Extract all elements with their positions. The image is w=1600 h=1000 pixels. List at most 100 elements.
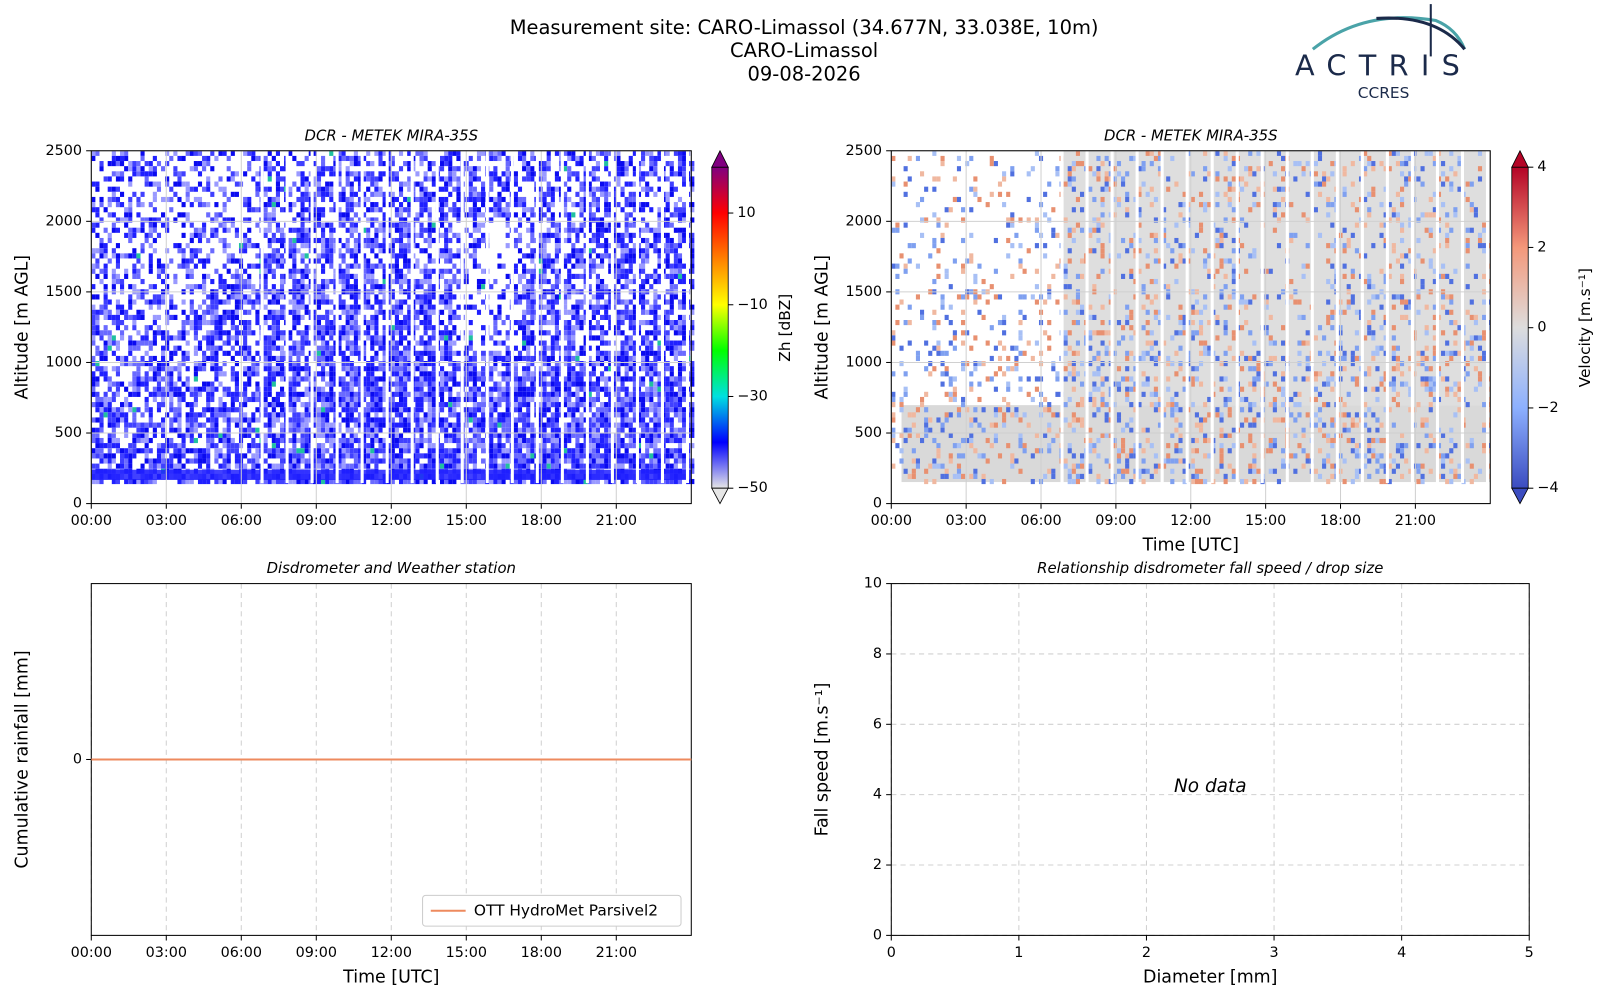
radar-pixel xyxy=(103,330,108,336)
radar-pixel xyxy=(255,309,260,315)
radar-pixel xyxy=(567,330,572,336)
radar-pixel xyxy=(210,309,215,315)
radar-pixel xyxy=(263,155,268,162)
radar-pixel xyxy=(382,217,387,223)
radar-pixel xyxy=(173,217,178,223)
radar-pixel xyxy=(374,186,379,192)
radar-pixel xyxy=(206,402,211,408)
radar-pixel xyxy=(226,299,231,305)
radar-pixel xyxy=(136,309,141,315)
radar-pixel xyxy=(370,453,375,459)
radar-pixel xyxy=(128,181,133,187)
radar-pixel xyxy=(234,458,239,464)
radar-pixel xyxy=(325,417,330,423)
radar-pixel xyxy=(111,161,116,167)
radar-pixel xyxy=(325,478,330,485)
radar-pixel xyxy=(398,181,404,187)
radar-pixel xyxy=(423,304,428,310)
radar-pixel xyxy=(542,350,547,356)
radar-pixel xyxy=(226,417,231,423)
radar-pixel xyxy=(325,432,330,438)
radar-pixel xyxy=(493,443,498,449)
radar-pixel xyxy=(115,309,120,315)
radar-pixel xyxy=(115,278,120,285)
radar-pixel xyxy=(337,458,342,464)
radar-pixel xyxy=(197,258,203,264)
radar-pixel xyxy=(271,407,276,413)
radar-pixel xyxy=(550,345,555,351)
radar-pixel xyxy=(321,355,326,362)
radar-pixel xyxy=(210,320,215,326)
radar-pixel xyxy=(431,448,436,454)
radar-pixel xyxy=(366,427,371,433)
radar-pixel xyxy=(275,391,280,397)
radar-pixel xyxy=(362,437,367,444)
radar-pixel xyxy=(304,371,309,377)
radar-pixel xyxy=(128,304,133,310)
radar-pixel xyxy=(267,335,272,341)
radar-pixel xyxy=(398,268,404,274)
radar-pixel xyxy=(300,437,305,444)
radar-pixel xyxy=(522,443,527,449)
radar-pixel xyxy=(333,366,338,372)
radar-pixel xyxy=(546,458,551,464)
radar-pixel xyxy=(275,396,280,403)
radar-pixel xyxy=(374,320,379,326)
radar-pixel xyxy=(152,432,157,438)
radar-pixel xyxy=(148,268,153,274)
radar-pixel xyxy=(263,263,268,269)
radar-pixel xyxy=(267,402,272,408)
radar-pixel xyxy=(575,463,580,469)
radar-pixel xyxy=(210,278,215,285)
radar-pixel xyxy=(161,350,166,356)
radar-pixel xyxy=(189,427,194,433)
radar-pixel xyxy=(243,453,248,459)
radar-pixel xyxy=(226,458,231,464)
radar-pixel xyxy=(431,258,436,264)
radar-pixel xyxy=(394,386,399,392)
radar-pixel xyxy=(575,258,580,264)
radar-pixel xyxy=(148,422,153,428)
radar-pixel xyxy=(333,371,338,377)
radar-pixel xyxy=(177,171,182,177)
radar-pixel xyxy=(140,314,145,320)
radar-pixel xyxy=(128,202,133,208)
radar-pixel xyxy=(427,278,432,285)
radar-pixel xyxy=(99,196,104,203)
radar-pixel xyxy=(103,263,108,269)
radar-pixel xyxy=(124,402,129,408)
radar-pixel xyxy=(468,386,473,392)
radar-pixel xyxy=(312,278,317,285)
radar-pixel xyxy=(304,386,309,392)
radar-pixel xyxy=(173,463,178,469)
radar-pixel xyxy=(538,453,543,459)
radar-pixel xyxy=(292,402,297,408)
radar-pixel xyxy=(575,381,580,387)
radar-pixel xyxy=(554,366,559,372)
radar-pixel xyxy=(202,386,207,392)
radar-pixel xyxy=(374,427,379,433)
radar-pixel xyxy=(448,237,453,244)
radar-pixel xyxy=(403,355,408,362)
radar-pixel xyxy=(444,402,449,408)
radar-pixel xyxy=(210,443,215,449)
radar-pixel xyxy=(325,278,330,285)
radar-pixel xyxy=(505,371,510,377)
radar-pixel xyxy=(189,417,194,423)
radar-pixel xyxy=(440,166,445,172)
radar-pixel xyxy=(448,402,453,408)
radar-pixel xyxy=(501,443,506,449)
radar-pixel xyxy=(132,232,137,238)
radar-pixel xyxy=(177,463,182,469)
radar-pixel xyxy=(423,412,428,418)
radar-pixel xyxy=(419,402,424,408)
radar-pixel xyxy=(271,237,276,244)
radar-pixel xyxy=(419,381,424,387)
radar-pixel xyxy=(173,391,178,397)
radar-pixel xyxy=(288,396,293,403)
radar-pixel xyxy=(419,284,424,290)
radar-pixel xyxy=(206,237,211,244)
radar-pixel xyxy=(267,150,272,156)
radar-pixel xyxy=(513,432,518,438)
radar-pixel xyxy=(300,202,305,208)
